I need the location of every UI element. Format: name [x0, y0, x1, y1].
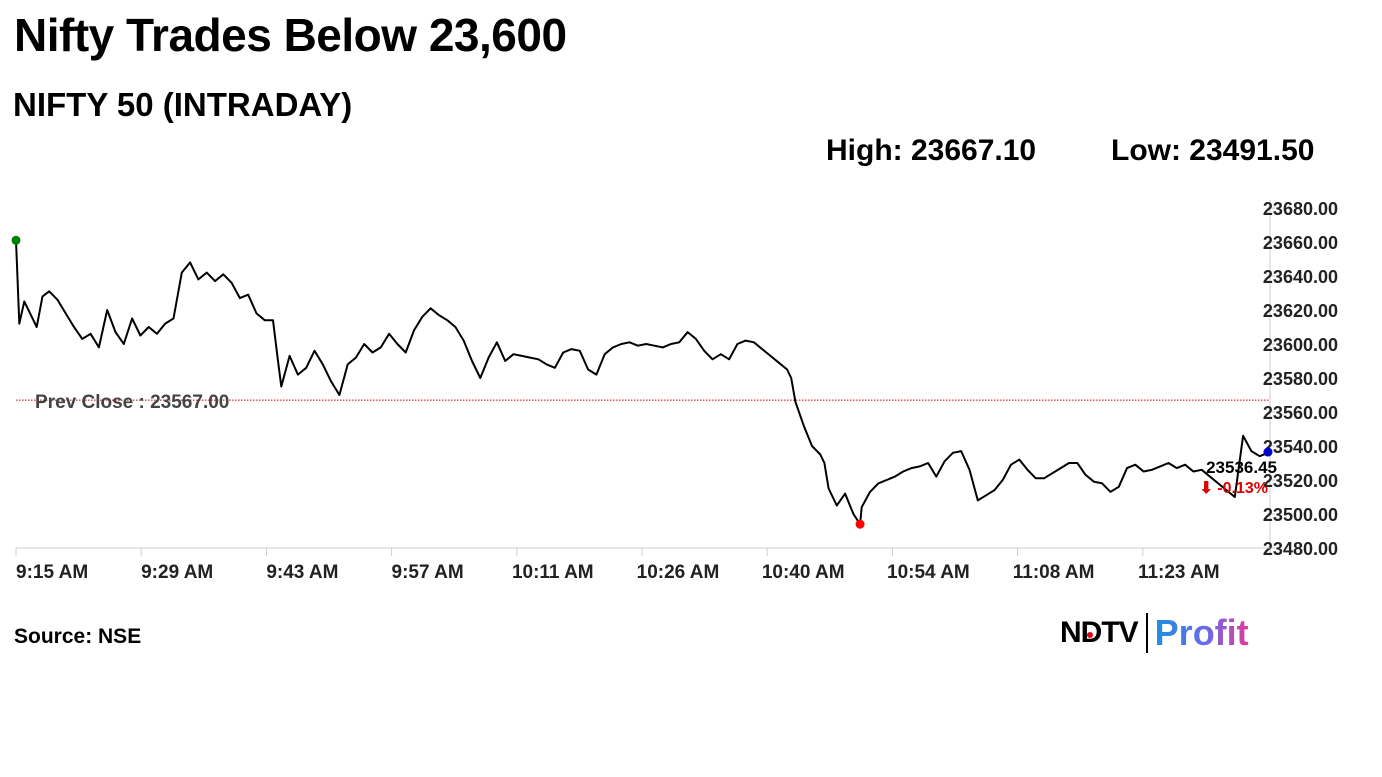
prev-close-label: Prev Close : 23567.00 — [35, 392, 229, 413]
low-marker — [855, 519, 865, 529]
price-series-line — [15, 240, 1269, 526]
last-change-label: ⬇ -0.13% — [1199, 480, 1268, 497]
y-axis: 23680.00 23660.00 23640.00 23620.00 23600.00… — [1263, 199, 1338, 559]
markers — [11, 235, 1273, 529]
x-tick-label: 10:54 AM — [887, 562, 970, 583]
logo-divider — [1145, 613, 1148, 653]
day-low-label: Low: 23491.50 — [1111, 134, 1315, 167]
y-tick-label: 23540.00 — [1263, 437, 1338, 457]
y-tick-label: 23680.00 — [1263, 199, 1338, 219]
x-tick-label: 9:15 AM — [16, 562, 88, 583]
x-tick-label: 9:29 AM — [141, 562, 213, 583]
y-tick-label: 23520.00 — [1263, 471, 1338, 491]
y-tick-label: 23500.00 — [1263, 505, 1338, 525]
headline: Nifty Trades Below 23,600 — [14, 9, 567, 61]
y-tick-label: 23480.00 — [1263, 539, 1338, 559]
last-marker — [1263, 447, 1273, 457]
x-tick-label: 9:57 AM — [392, 562, 464, 583]
x-tick-label: 10:26 AM — [637, 562, 720, 583]
y-tick-label: 23560.00 — [1263, 403, 1338, 423]
x-tick-label: 11:23 AM — [1138, 562, 1220, 583]
chart-title: NIFTY 50 (INTRADAY) — [13, 86, 353, 123]
open-marker — [11, 235, 21, 245]
day-high-label: High: 23667.10 — [826, 134, 1037, 167]
intraday-line-chart: 23680.00 23660.00 23640.00 23620.00 23600.00… — [11, 199, 1338, 583]
x-tick-label: 9:43 AM — [266, 562, 338, 583]
source-note: Source: NSE — [14, 625, 142, 648]
y-tick-label: 23660.00 — [1263, 233, 1338, 253]
x-tick-label: 11:08 AM — [1013, 562, 1095, 583]
y-tick-label: 23600.00 — [1263, 335, 1338, 355]
y-tick-label: 23620.00 — [1263, 301, 1338, 321]
ndtv-profit-logo: NDTV Profit — [1060, 610, 1249, 656]
last-price-label: 23536.45 — [1206, 458, 1277, 477]
x-tick-label: 10:40 AM — [762, 562, 845, 583]
logo-red-dot — [1087, 632, 1093, 638]
y-tick-label: 23580.00 — [1263, 369, 1338, 389]
x-tick-label: 10:11 AM — [512, 562, 594, 583]
y-tick-label: 23640.00 — [1263, 267, 1338, 287]
logo-ndtv-text: NDTV — [1060, 616, 1139, 649]
x-axis: 9:15 AM 9:29 AM 9:43 AM 9:57 AM 10:11 AM 10:2… — [15, 547, 1270, 583]
logo-profit-text: Profit — [1154, 612, 1249, 653]
